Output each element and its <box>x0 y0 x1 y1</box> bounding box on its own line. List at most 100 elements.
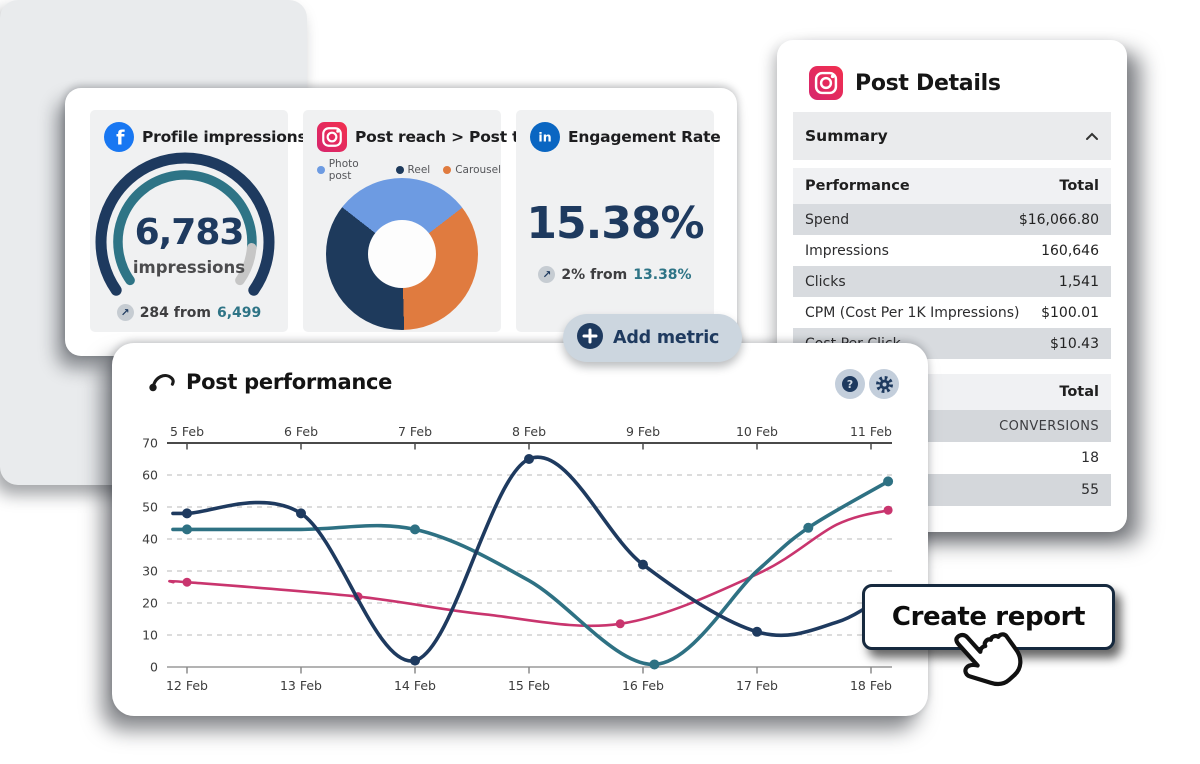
impressions-value: 6,783 <box>134 212 245 253</box>
post-details-title: Post Details <box>855 70 1001 96</box>
engagement-rate-widget: in Engagement Rate 15.38% ↗ 2% from 13.3… <box>516 110 721 332</box>
row-value: $16,066.80 <box>1018 211 1099 228</box>
widget-title: Engagement Rate <box>568 128 721 146</box>
series-navy-point <box>182 508 192 519</box>
y-axis-label: 60 <box>142 468 158 483</box>
add-metric-button[interactable]: Add metric <box>563 314 742 362</box>
delta-reference: 13.38% <box>633 266 692 283</box>
post-type-donut-chart <box>326 178 478 330</box>
row-value: 55 <box>1081 482 1099 498</box>
series-teal-point <box>803 522 814 533</box>
impressions-unit: impressions <box>132 258 246 277</box>
series-teal-point <box>182 524 192 535</box>
conversions-total-label: Total <box>1059 384 1099 400</box>
post-reach-widget: Post reach > Post type Photo post Reel Car… <box>303 110 551 332</box>
plus-icon <box>577 323 603 353</box>
legend-item: Carousel <box>443 158 501 182</box>
gear-icon <box>875 375 893 393</box>
x-axis-top-label: 11 Feb <box>850 424 892 439</box>
widget-title: Profile impressions <box>142 128 307 146</box>
post-performance-card: Post performance ? 5 Feb 12 Feb 6 Feb 13 Fe… <box>112 343 928 716</box>
x-axis-bottom-label: 17 Feb <box>736 678 778 693</box>
post-performance-title: Post performance <box>186 370 393 394</box>
total-column-label: Total <box>1059 178 1099 194</box>
row-value: 18 <box>1081 450 1099 466</box>
legend-dot-icon <box>317 166 325 174</box>
help-button[interactable]: ? <box>835 369 865 399</box>
x-axis-bottom-label: 13 Feb <box>280 678 322 693</box>
hand-cursor-icon <box>954 632 1023 687</box>
svg-text:f: f <box>116 127 125 150</box>
series-navy-point <box>638 559 648 570</box>
facebook-icon: f <box>104 122 134 152</box>
series-pink-point <box>615 619 625 629</box>
legend-dot-icon <box>395 166 404 174</box>
summary-section-header[interactable]: Summary <box>793 112 1111 160</box>
y-axis-label: 10 <box>142 628 158 643</box>
x-axis-bottom-label: 12 Feb <box>166 678 208 693</box>
x-axis-bottom-label: 15 Feb <box>508 678 550 693</box>
y-axis-label: 0 <box>150 660 158 675</box>
performance-table-header: Performance Total <box>793 168 1111 204</box>
donut-legend: Photo post Reel Carousel <box>317 158 501 182</box>
table-row: Spend $16,066.80 <box>793 204 1111 235</box>
series-navy-point <box>752 626 762 637</box>
x-axis-top-label: 10 Feb <box>736 424 778 439</box>
trend-up-icon: ↗ <box>538 266 556 283</box>
series-navy-line <box>171 455 894 663</box>
y-axis-label: 30 <box>142 564 158 579</box>
legend-label: Reel <box>407 164 431 176</box>
series-teal-point <box>883 476 894 487</box>
x-axis-bottom-label: 16 Feb <box>622 678 664 693</box>
series-teal-point <box>649 659 660 670</box>
series-navy-point <box>296 508 306 519</box>
row-value: 160,646 <box>1041 242 1099 259</box>
series-pink-point <box>883 505 893 515</box>
gauge-doodle-icon <box>146 365 176 399</box>
question-mark-icon: ? <box>842 376 858 392</box>
table-row: Clicks 1,541 <box>793 266 1111 297</box>
row-value: $100.01 <box>1041 304 1099 321</box>
x-axis-bottom-label: 18 Feb <box>850 678 892 693</box>
row-label: Spend <box>805 211 850 228</box>
x-axis-top-label: 7 Feb <box>398 424 432 439</box>
widget-title: Post reach > Post type <box>355 128 551 146</box>
profile-impressions-widget: f Profile impressions 6,783 impressions … <box>90 110 324 332</box>
table-row: Impressions 160,646 <box>793 235 1111 266</box>
engagement-rate-value: 15.38% <box>526 198 704 249</box>
x-axis-top-label: 9 Feb <box>626 424 660 439</box>
legend-item: Photo post <box>317 158 383 182</box>
post-performance-line-chart: 5 Feb 12 Feb 6 Feb 13 Feb 7 Feb 14 Feb 8 Feb 15… <box>142 424 894 693</box>
row-label: Clicks <box>805 273 846 290</box>
table-row: CPM (Cost Per 1K Impressions) $100.01 <box>793 297 1111 328</box>
legend-item: Reel <box>395 158 431 182</box>
table-row: 18 <box>793 442 1111 474</box>
delta-text: 284 from <box>139 304 211 321</box>
legend-label: Carousel <box>455 164 501 176</box>
row-value: CONVERSIONS <box>999 418 1099 434</box>
y-axis-label: 70 <box>142 436 158 451</box>
series-teal-point <box>410 524 420 535</box>
x-axis-top-label: 6 Feb <box>284 424 318 439</box>
create-report-label: Create report <box>891 602 1086 632</box>
linkedin-icon: in <box>530 122 560 152</box>
trend-up-icon: ↗ <box>116 304 134 321</box>
row-label: Impressions <box>805 242 889 259</box>
row-value: $10.43 <box>1050 335 1099 352</box>
chevron-up-icon[interactable] <box>1085 127 1099 145</box>
legend-dot-icon <box>443 166 452 174</box>
add-metric-label: Add metric <box>613 328 720 348</box>
y-axis-label: 40 <box>142 532 158 547</box>
performance-column-label: Performance <box>805 178 910 194</box>
series-pink-line <box>168 508 890 628</box>
instagram-icon <box>809 66 843 100</box>
x-axis-bottom-label: 14 Feb <box>394 678 436 693</box>
row-label: CPM (Cost Per 1K Impressions) <box>805 304 1020 321</box>
series-teal-line <box>171 479 890 667</box>
settings-button[interactable] <box>869 369 899 399</box>
series-pink-point <box>182 577 192 587</box>
series-navy-point <box>524 454 534 464</box>
metrics-card: f Profile impressions 6,783 impressions … <box>65 88 737 356</box>
delta-reference: 6,499 <box>217 304 262 321</box>
